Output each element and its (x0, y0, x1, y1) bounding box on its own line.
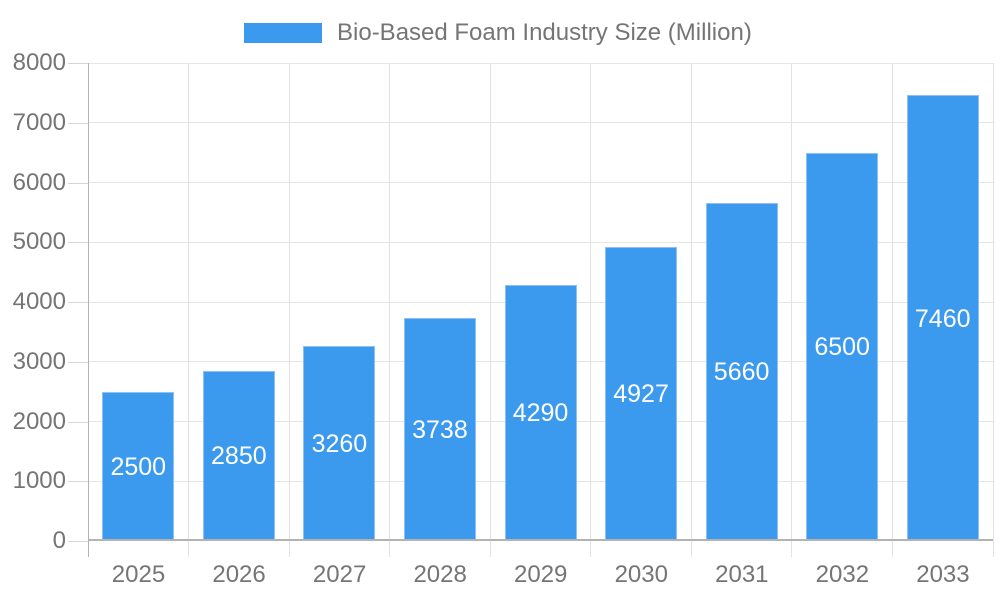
y-axis-tick (68, 361, 88, 363)
y-axis-tick (68, 182, 88, 184)
y-tick-label: 6000 (12, 168, 66, 196)
y-axis-tick (68, 122, 88, 124)
y-tick-label: 8000 (12, 49, 66, 76)
column-gridline (489, 63, 491, 557)
y-tick-label: 0 (52, 527, 66, 554)
legend-swatch (244, 23, 322, 43)
bar-value-label: 5660 (713, 358, 770, 387)
bar-value-label: 4927 (613, 380, 669, 409)
bar-value-label: 4290 (512, 399, 569, 428)
y-tick-label: 7000 (12, 108, 66, 136)
gridline (88, 122, 993, 124)
x-tick-label: 2027 (312, 561, 367, 588)
y-axis-tick (68, 63, 88, 64)
bar-value-label: 2500 (110, 452, 167, 481)
column-gridline (288, 63, 290, 557)
column-gridline (188, 63, 190, 557)
gridline (88, 62, 993, 64)
column-gridline (791, 63, 793, 557)
plot-area: 2500 2850 3260 3738 4290 4927 5660 6500 7460 (88, 62, 994, 557)
y-axis-tick (68, 541, 88, 542)
bar[interactable]: 2500 (102, 391, 175, 541)
bar[interactable]: 5660 (705, 202, 778, 541)
gridline (88, 241, 993, 243)
y-tick-label: 2000 (12, 407, 66, 435)
bar[interactable]: 7460 (906, 95, 979, 541)
chart-legend: Bio-Based Foam Industry Size (Million) (244, 19, 752, 46)
column-gridline (891, 63, 893, 557)
y-axis-line (88, 63, 89, 557)
y-tick-label: 5000 (12, 228, 66, 256)
x-tick-label: 2025 (111, 561, 166, 588)
bar-value-label: 2850 (211, 442, 267, 471)
x-tick-label: 2033 (916, 561, 970, 588)
bar-value-label: 3260 (311, 430, 368, 459)
y-axis-tick (68, 242, 88, 244)
column-gridline (690, 63, 692, 557)
y-axis-tick (68, 421, 88, 423)
x-tick-label: 2028 (413, 561, 467, 588)
column-gridline (389, 63, 391, 557)
bar[interactable]: 4927 (605, 246, 678, 541)
bar[interactable]: 2850 (202, 370, 275, 541)
bar-value-label: 3738 (412, 415, 468, 444)
x-tick-label: 2029 (514, 561, 568, 588)
legend-label: Bio-Based Foam Industry Size (Million) (337, 19, 752, 46)
x-tick-label: 2032 (815, 561, 870, 588)
y-tick-label: 4000 (12, 288, 66, 315)
y-tick-label: 3000 (12, 347, 66, 375)
bar[interactable]: 3260 (303, 346, 376, 541)
column-gridline (590, 63, 592, 557)
x-tick-label: 2030 (614, 561, 668, 588)
x-tick-label: 2031 (715, 561, 769, 588)
x-tick-label: 2026 (212, 561, 266, 588)
bar[interactable]: 6500 (806, 152, 879, 541)
bar-value-label: 6500 (814, 333, 870, 362)
bar[interactable]: 4290 (504, 284, 577, 541)
gridline (88, 182, 993, 183)
y-axis-tick (68, 481, 88, 483)
bar[interactable]: 3738 (403, 317, 476, 541)
y-tick-label: 1000 (12, 467, 66, 495)
bar-value-label: 7460 (914, 304, 971, 333)
column-gridline (992, 63, 994, 557)
x-axis-line (88, 539, 993, 541)
y-axis-tick (68, 302, 88, 303)
